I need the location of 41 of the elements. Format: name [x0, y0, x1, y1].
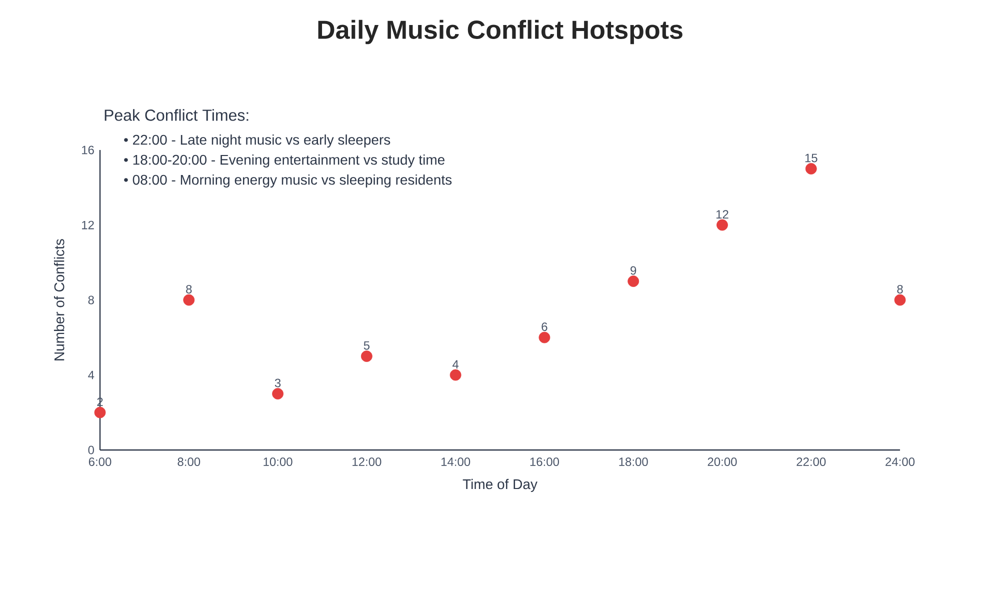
text: Peak Conflict Times:: [104, 109, 248, 121]
point: [538, 332, 550, 344]
text: • 22:00 - Late night music vs early sleepers: [124, 134, 390, 148]
data-label: 15: [805, 154, 818, 162]
point: [628, 276, 640, 287]
data-label: 5: [364, 341, 370, 350]
data-label: 6: [542, 322, 548, 331]
y-axis-title: Number of Conflicts: [54, 239, 64, 360]
point: [805, 163, 817, 174]
x-axis-title: Time of Day: [462, 478, 538, 492]
x-tick-label: 6:00: [88, 458, 112, 466]
annotation: • 18:00-20:00 - Evening entertainment vs study time: [124, 154, 444, 168]
x-tick-label: 20:00: [708, 458, 737, 466]
x-tick-label: 22:00: [796, 458, 826, 466]
x-tick-label: 10:00: [264, 458, 292, 466]
x-tick-label: 16:00: [530, 458, 559, 466]
data-label: 3: [274, 378, 281, 388]
point: [716, 219, 728, 231]
x-tick-label: 14:00: [441, 458, 470, 466]
point: [94, 406, 106, 418]
point: [894, 294, 906, 306]
x-tick-label: 8:00: [178, 458, 200, 466]
y-tick-label: 12: [82, 220, 94, 230]
x-tick-label: 24:00: [886, 458, 915, 466]
point: [183, 294, 195, 306]
y-tick-label: 16: [82, 146, 94, 154]
point: [272, 388, 284, 400]
annotation: • 08:00 - Morning energy music vs sleeping residents: [124, 174, 452, 188]
point: [450, 369, 462, 381]
y-tick-label: 4: [88, 370, 94, 380]
data-label: 9: [630, 266, 636, 275]
data-label: 8: [186, 284, 192, 294]
data-label: 4: [452, 360, 459, 368]
y-tick-label: 0: [88, 446, 94, 454]
data-label: 8: [897, 284, 903, 294]
y-tick-label: 8: [88, 296, 94, 304]
chart-title: Daily Music Conflict Hotspots: [318, 20, 682, 44]
x-tick-label: 18:00: [619, 458, 648, 466]
point: [360, 350, 372, 362]
data-label: 12: [716, 210, 728, 218]
x-tick-label: 12:00: [352, 458, 382, 466]
